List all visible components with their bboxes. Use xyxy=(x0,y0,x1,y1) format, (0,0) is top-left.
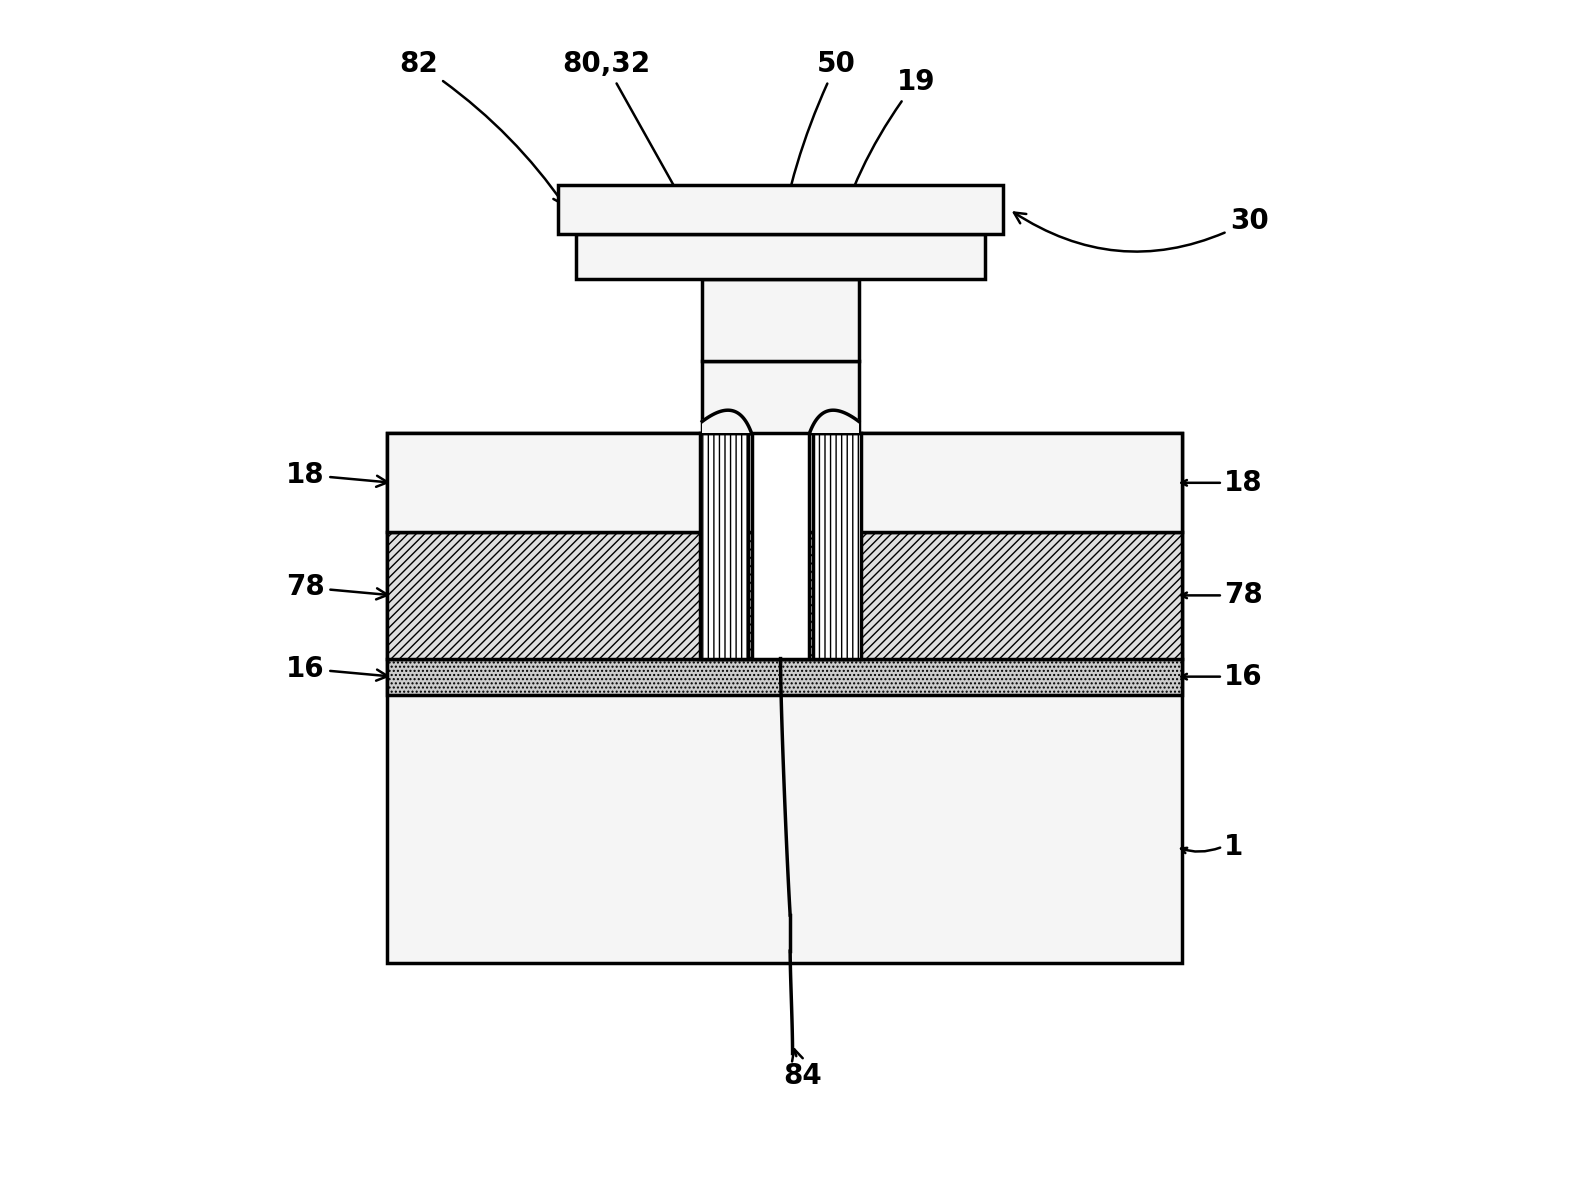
Bar xyxy=(388,659,1181,695)
Polygon shape xyxy=(703,421,858,433)
Text: 16: 16 xyxy=(1224,662,1263,691)
Bar xyxy=(703,419,858,433)
Text: 50: 50 xyxy=(769,51,855,415)
Text: 18: 18 xyxy=(286,461,388,489)
Text: 16: 16 xyxy=(286,655,388,683)
Bar xyxy=(388,433,1181,532)
Bar xyxy=(703,361,858,433)
Bar xyxy=(703,279,858,361)
Bar xyxy=(576,234,985,279)
Text: 84: 84 xyxy=(783,1049,822,1090)
Text: 78: 78 xyxy=(1224,582,1263,609)
Bar xyxy=(752,433,810,659)
Bar xyxy=(559,185,1003,234)
Bar xyxy=(813,433,861,659)
Bar xyxy=(700,433,748,659)
Bar xyxy=(388,532,1181,659)
Text: 18: 18 xyxy=(1224,468,1263,497)
Polygon shape xyxy=(703,411,858,433)
Text: 30: 30 xyxy=(1014,207,1269,252)
Text: 19: 19 xyxy=(817,69,935,397)
Bar xyxy=(388,433,1181,963)
Text: 80,32: 80,32 xyxy=(562,51,747,315)
Text: 78: 78 xyxy=(286,573,388,601)
Text: 82: 82 xyxy=(399,51,565,205)
Text: 1: 1 xyxy=(1224,833,1243,861)
